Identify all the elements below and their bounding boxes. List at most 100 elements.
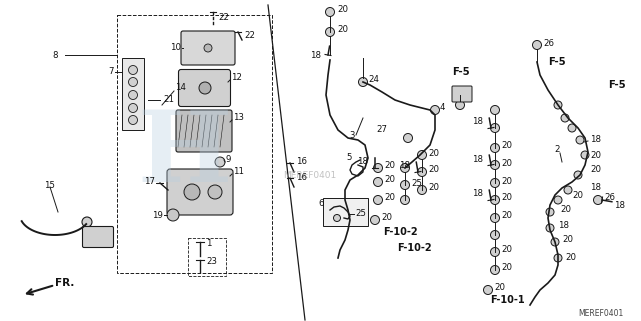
Text: 18: 18 <box>399 160 410 169</box>
Circle shape <box>204 44 212 52</box>
Text: 20: 20 <box>501 212 512 221</box>
Text: 22: 22 <box>218 13 229 22</box>
Circle shape <box>431 106 440 115</box>
Text: 20: 20 <box>590 166 601 175</box>
Circle shape <box>208 185 222 199</box>
Text: 20: 20 <box>494 283 505 292</box>
Circle shape <box>374 163 383 172</box>
Text: 14: 14 <box>175 83 186 92</box>
Circle shape <box>490 106 499 115</box>
Circle shape <box>128 65 138 74</box>
Circle shape <box>184 184 200 200</box>
Text: 8: 8 <box>53 50 58 59</box>
Circle shape <box>215 157 225 167</box>
Text: 20: 20 <box>337 5 348 14</box>
Circle shape <box>561 114 569 122</box>
Circle shape <box>554 196 562 204</box>
Text: 24: 24 <box>368 75 379 84</box>
Circle shape <box>551 238 559 246</box>
Circle shape <box>490 143 499 152</box>
Bar <box>188 238 226 276</box>
Circle shape <box>128 103 138 112</box>
Text: 1: 1 <box>206 239 212 248</box>
Text: 20: 20 <box>501 142 512 151</box>
Text: 9: 9 <box>225 155 230 164</box>
Text: 20: 20 <box>384 194 395 203</box>
Text: F-5: F-5 <box>548 57 565 67</box>
Text: 20: 20 <box>428 166 439 175</box>
Text: 20: 20 <box>501 194 512 203</box>
Text: 22: 22 <box>244 30 255 39</box>
Text: 4: 4 <box>440 102 445 111</box>
Text: MEREF0401: MEREF0401 <box>578 309 623 318</box>
Circle shape <box>403 134 413 143</box>
Text: 15: 15 <box>44 180 55 189</box>
FancyBboxPatch shape <box>167 169 233 215</box>
Circle shape <box>574 171 582 179</box>
Text: 20: 20 <box>501 159 512 168</box>
Circle shape <box>490 195 499 204</box>
Circle shape <box>490 160 499 169</box>
Text: 26: 26 <box>543 39 554 48</box>
Circle shape <box>167 209 179 221</box>
Circle shape <box>199 82 211 94</box>
Text: 2: 2 <box>554 145 560 154</box>
Text: 20: 20 <box>428 149 439 158</box>
Text: 16: 16 <box>296 173 307 183</box>
FancyBboxPatch shape <box>452 86 472 102</box>
Text: F-10-2: F-10-2 <box>397 243 431 253</box>
Circle shape <box>581 151 589 159</box>
Text: 12: 12 <box>231 74 242 82</box>
Circle shape <box>333 214 340 221</box>
Circle shape <box>490 247 499 256</box>
Text: 20: 20 <box>562 236 573 245</box>
Text: 25: 25 <box>411 178 422 187</box>
Text: MEREF0401: MEREF0401 <box>283 170 337 179</box>
Text: 26: 26 <box>604 194 615 203</box>
Text: 20: 20 <box>560 205 571 214</box>
Circle shape <box>326 28 335 37</box>
Text: 13: 13 <box>233 114 244 123</box>
Text: 17: 17 <box>144 177 155 186</box>
Text: 18: 18 <box>614 201 625 210</box>
Text: 18: 18 <box>472 189 483 198</box>
Circle shape <box>564 186 572 194</box>
Circle shape <box>370 215 379 224</box>
Text: 25: 25 <box>355 210 366 219</box>
Bar <box>323 198 368 226</box>
FancyBboxPatch shape <box>181 31 235 65</box>
Circle shape <box>490 230 499 239</box>
Circle shape <box>554 101 562 109</box>
Text: 20: 20 <box>590 151 601 160</box>
Circle shape <box>401 180 410 189</box>
Text: H: H <box>138 107 232 204</box>
Text: F-10-1: F-10-1 <box>490 295 524 305</box>
Text: 18: 18 <box>558 221 569 230</box>
Circle shape <box>483 285 492 294</box>
FancyBboxPatch shape <box>176 110 232 152</box>
Bar <box>122 58 144 130</box>
Circle shape <box>417 151 426 160</box>
Bar <box>117 15 272 273</box>
Text: 18: 18 <box>472 117 483 126</box>
Text: 20: 20 <box>501 264 512 273</box>
Circle shape <box>490 265 499 274</box>
Circle shape <box>568 124 576 132</box>
Circle shape <box>576 136 584 144</box>
Text: 5: 5 <box>347 153 352 162</box>
Text: 18: 18 <box>590 135 601 144</box>
Text: 18: 18 <box>472 154 483 163</box>
Text: F-5: F-5 <box>608 80 626 90</box>
Text: 18: 18 <box>357 158 368 167</box>
Text: 11: 11 <box>233 168 244 177</box>
Text: 19: 19 <box>152 211 163 220</box>
Text: 20: 20 <box>565 254 576 263</box>
Text: 20: 20 <box>384 161 395 170</box>
Circle shape <box>374 178 383 187</box>
Circle shape <box>128 91 138 100</box>
Text: 3: 3 <box>349 131 355 140</box>
Circle shape <box>358 77 367 86</box>
Text: 20: 20 <box>501 177 512 186</box>
Text: 21: 21 <box>163 96 174 105</box>
Text: 10: 10 <box>170 44 181 53</box>
